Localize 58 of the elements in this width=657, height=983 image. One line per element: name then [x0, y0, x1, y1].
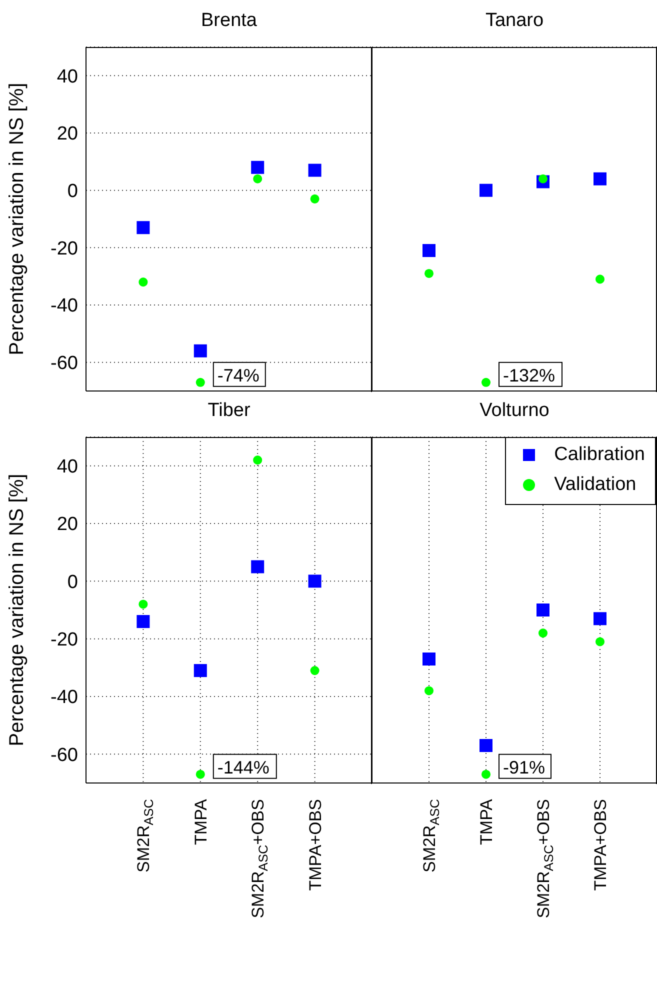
- chart-title: Tiber: [206, 400, 252, 422]
- y-tick-label: 20: [56, 514, 78, 536]
- y-tick-label: -20: [50, 238, 78, 260]
- y-axis-title: Percentage variation in NS [%]: [6, 82, 28, 356]
- point: [251, 160, 264, 174]
- point: [595, 637, 605, 646]
- point: [422, 652, 436, 666]
- chart-title: Tanaro: [484, 10, 545, 32]
- y-axis-title: Percentage variation in NS [%]: [6, 474, 28, 746]
- point: [253, 174, 262, 184]
- point: [310, 666, 320, 676]
- point: [422, 244, 436, 258]
- y-tick-label: 20: [56, 124, 78, 145]
- annotation: -74%: [217, 365, 260, 386]
- y-tick-label: 40: [56, 456, 78, 478]
- y-tick-label: 0: [67, 181, 78, 202]
- point: [138, 600, 148, 609]
- chart-title: Brenta: [200, 10, 258, 32]
- annotation: -144%: [217, 757, 270, 778]
- point: [136, 221, 150, 234]
- point: [536, 604, 550, 616]
- x-tick-label: TMPA: [191, 798, 210, 845]
- point: [424, 268, 434, 278]
- x-tick-label: TMPA: [477, 798, 496, 845]
- point: [310, 194, 320, 204]
- point: [595, 274, 605, 284]
- point: [308, 574, 322, 588]
- annotation: -132%: [503, 365, 556, 386]
- y-tick-label: 40: [56, 66, 78, 88]
- y-tick-label: -60: [50, 744, 78, 766]
- x-tick-label: TMPA+OBS: [591, 799, 610, 891]
- point: [594, 172, 606, 186]
- point: [481, 770, 491, 779]
- point: [251, 560, 264, 574]
- legend-label: Calibration: [554, 444, 645, 466]
- y-tick-label: 0: [67, 572, 78, 593]
- point: [253, 456, 262, 465]
- point: [594, 612, 606, 626]
- point: [480, 184, 492, 197]
- x-tick-label: TMPA+OBS: [306, 799, 325, 891]
- point: [538, 628, 548, 638]
- point: [308, 164, 322, 177]
- point: [138, 278, 148, 287]
- point: [424, 686, 434, 696]
- annotation: -91%: [503, 757, 546, 778]
- y-tick-label: -20: [50, 630, 78, 651]
- point: [194, 664, 207, 678]
- point: [196, 770, 205, 779]
- point: [196, 378, 205, 387]
- point: [136, 615, 150, 628]
- y-tick-label: -40: [50, 687, 78, 708]
- point: [194, 344, 207, 358]
- y-tick-label: -40: [50, 296, 78, 317]
- point: [481, 378, 491, 387]
- point: [480, 739, 492, 752]
- chart-title: Volturno: [478, 400, 550, 422]
- legend-label: Validation: [554, 474, 636, 496]
- y-tick-label: -60: [50, 353, 78, 374]
